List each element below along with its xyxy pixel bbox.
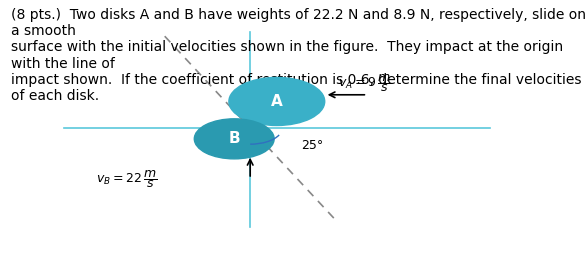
Circle shape	[194, 119, 274, 159]
Text: B: B	[228, 131, 240, 146]
Text: 25°: 25°	[301, 139, 323, 152]
Text: $v_A = 9\,\dfrac{m}{s}$: $v_A = 9\,\dfrac{m}{s}$	[338, 72, 392, 94]
Circle shape	[229, 77, 325, 125]
Text: (8 pts.)  Two disks A and B have weights of 22.2 N and 8.9 N, respectively, slid: (8 pts.) Two disks A and B have weights …	[11, 8, 586, 103]
Text: $v_B = 22\,\dfrac{m}{s}$: $v_B = 22\,\dfrac{m}{s}$	[96, 168, 157, 190]
Text: A: A	[271, 94, 283, 109]
